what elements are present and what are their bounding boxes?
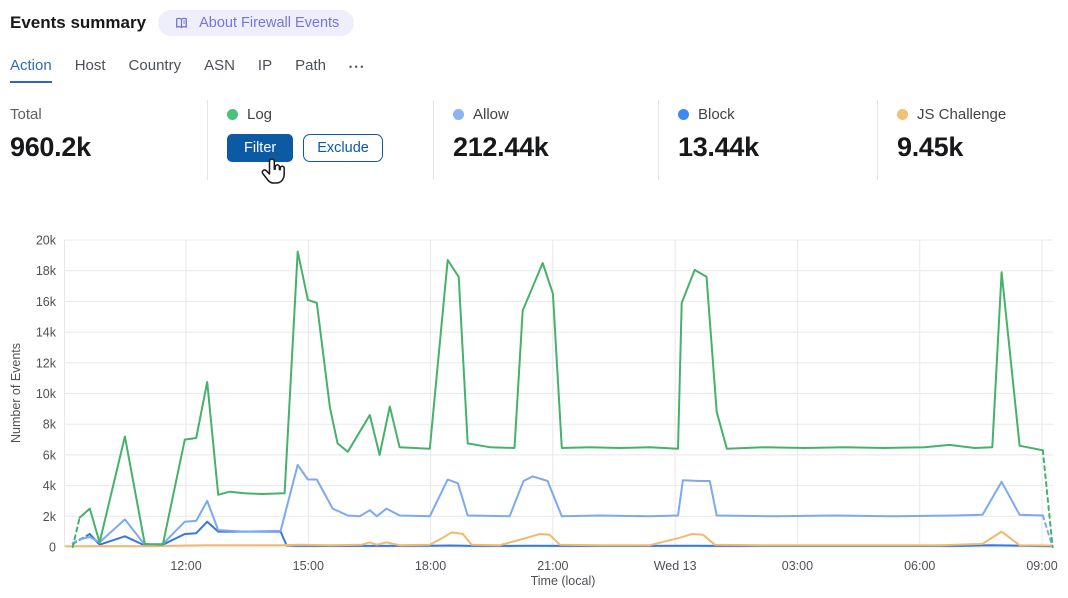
svg-text:09:00: 09:00	[1026, 559, 1057, 573]
about-firewall-events-link[interactable]: About Firewall Events	[158, 10, 355, 36]
stat-block-value: 13.44k	[678, 132, 759, 162]
stat-allow: Allow 212.44k	[433, 100, 658, 180]
svg-text:0: 0	[49, 541, 56, 555]
svg-text:8k: 8k	[43, 418, 57, 432]
book-icon	[173, 15, 190, 31]
stat-total: Total 960.2k	[0, 100, 207, 180]
svg-text:16k: 16k	[36, 295, 57, 309]
tab-action[interactable]: Action	[10, 57, 52, 83]
tab-country[interactable]: Country	[128, 57, 182, 74]
series-allow-line	[78, 463, 1044, 546]
block-legend-dot	[678, 109, 689, 120]
stat-block-label: Block	[698, 106, 735, 123]
stat-js-challenge: JS Challenge 9.45k	[877, 100, 1068, 180]
svg-text:6k: 6k	[43, 448, 57, 462]
series-allow-dashed-end	[1041, 514, 1054, 548]
stat-log-label: Log	[247, 106, 273, 123]
stat-block: Block 13.44k	[658, 100, 877, 180]
allow-legend-dot	[453, 109, 464, 120]
y-axis-title: Number of Events	[9, 343, 23, 443]
filter-button[interactable]: Filter	[227, 134, 294, 162]
svg-text:15:00: 15:00	[293, 559, 324, 573]
about-link-label: About Firewall Events	[199, 15, 340, 31]
log-legend-dot	[227, 109, 238, 120]
tab-ip[interactable]: IP	[257, 57, 273, 74]
exclude-button[interactable]: Exclude	[303, 134, 383, 162]
series-js_challenge-line	[64, 530, 1054, 548]
svg-text:Wed 13: Wed 13	[654, 559, 697, 573]
events-time-series-chart[interactable]: 0 2k 4k 6k 8k 10k 12k 14k 16k 18k 20k 12:00 15:00 18:…	[0, 225, 1068, 598]
svg-text:06:00: 06:00	[904, 559, 935, 573]
group-by-tabs: Action Host Country ASN IP Path •••	[10, 57, 366, 83]
stat-js-challenge-label: JS Challenge	[917, 106, 1007, 123]
stat-log: Log Filter Exclude	[207, 100, 433, 180]
svg-text:4k: 4k	[43, 479, 57, 493]
series-block-line	[88, 520, 1052, 548]
series-log-line	[78, 250, 1044, 546]
tab-path[interactable]: Path	[295, 57, 326, 74]
events-summary-stats-row: Total 960.2k Log Filter Exclude Allow 21…	[0, 100, 1068, 180]
svg-text:03:00: 03:00	[782, 559, 813, 573]
tab-asn[interactable]: ASN	[204, 57, 235, 74]
svg-text:21:00: 21:00	[537, 559, 568, 573]
svg-text:20k: 20k	[36, 234, 57, 248]
svg-text:18:00: 18:00	[415, 559, 446, 573]
svg-text:2k: 2k	[43, 510, 57, 524]
stat-total-value: 960.2k	[10, 132, 91, 162]
svg-text:14k: 14k	[36, 326, 57, 340]
stat-allow-label: Allow	[473, 106, 509, 123]
series-log-dashed-start	[71, 516, 81, 548]
stat-total-label: Total	[10, 106, 42, 123]
page-title: Events summary	[10, 13, 147, 32]
svg-text:12:00: 12:00	[170, 559, 201, 573]
svg-text:12k: 12k	[36, 356, 57, 370]
x-axis-title: Time (local)	[531, 574, 596, 588]
js-challenge-legend-dot	[897, 109, 908, 120]
svg-text:10k: 10k	[36, 387, 57, 401]
tab-host[interactable]: Host	[74, 57, 106, 74]
tabs-overflow-icon[interactable]: •••	[348, 62, 366, 72]
stat-js-challenge-value: 9.45k	[897, 132, 964, 162]
stat-allow-value: 212.44k	[453, 132, 549, 162]
svg-text:18k: 18k	[36, 264, 57, 278]
page-header: Events summary About Firewall Events	[10, 10, 355, 36]
series-log-dashed-end	[1041, 449, 1054, 548]
